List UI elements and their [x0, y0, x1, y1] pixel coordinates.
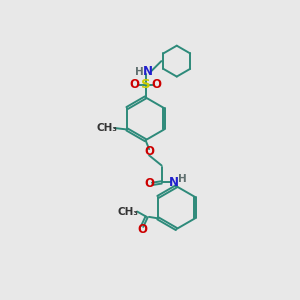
Text: N: N [143, 65, 153, 78]
Text: CH₃: CH₃ [118, 206, 139, 217]
Text: O: O [137, 223, 147, 236]
Text: O: O [152, 78, 162, 92]
Text: O: O [144, 145, 154, 158]
Text: O: O [144, 177, 154, 190]
Text: H: H [135, 67, 143, 76]
Text: S: S [141, 78, 150, 92]
Text: H: H [178, 174, 187, 184]
Text: CH₃: CH₃ [96, 123, 117, 133]
Text: O: O [129, 78, 139, 92]
Text: N: N [169, 176, 179, 189]
